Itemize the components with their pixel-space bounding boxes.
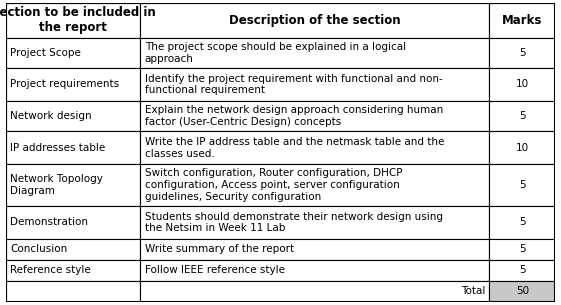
Bar — [140, 131, 489, 164]
Bar — [6, 38, 140, 68]
Text: Write summary of the report: Write summary of the report — [145, 244, 294, 254]
Bar — [489, 239, 555, 260]
Bar — [140, 260, 489, 281]
Bar — [6, 131, 140, 164]
Bar — [140, 3, 489, 38]
Bar — [6, 281, 140, 302]
Bar — [489, 101, 555, 131]
Bar — [140, 206, 489, 239]
Text: 10: 10 — [516, 143, 529, 153]
Text: Total: Total — [461, 286, 485, 296]
Bar — [489, 68, 555, 101]
Text: Conclusion: Conclusion — [10, 244, 67, 254]
Text: Identify the project requirement with functional and non-
functional requirement: Identify the project requirement with fu… — [145, 74, 443, 95]
Text: Demonstration: Demonstration — [10, 217, 88, 228]
Bar — [489, 239, 555, 260]
Text: Project Scope: Project Scope — [10, 48, 81, 58]
Text: 5: 5 — [519, 265, 526, 275]
Bar — [140, 3, 489, 38]
Bar — [489, 131, 555, 164]
Text: The project scope should be explained in a logical
approach: The project scope should be explained in… — [145, 42, 406, 64]
Bar — [140, 68, 489, 101]
Bar — [6, 101, 140, 131]
Text: 5: 5 — [519, 180, 526, 190]
Bar — [489, 206, 555, 239]
Bar — [140, 239, 489, 260]
Bar — [6, 3, 140, 38]
Bar — [140, 38, 489, 68]
Bar — [489, 3, 555, 38]
Bar — [6, 281, 140, 302]
Text: Students should demonstrate their network design using
the Netsim in Week 11 Lab: Students should demonstrate their networ… — [145, 212, 443, 233]
Bar — [6, 38, 140, 68]
Bar — [6, 164, 140, 206]
Bar — [489, 38, 555, 68]
Bar — [489, 164, 555, 206]
Text: Explain the network design approach considering human
factor (User-Centric Desig: Explain the network design approach cons… — [145, 105, 443, 127]
Bar — [6, 260, 140, 281]
Text: 5: 5 — [519, 48, 526, 58]
Bar — [6, 3, 140, 38]
Bar — [140, 131, 489, 164]
Bar — [489, 101, 555, 131]
Bar — [140, 239, 489, 260]
Bar — [6, 68, 140, 101]
Text: 5: 5 — [519, 217, 526, 228]
Bar — [489, 206, 555, 239]
Bar — [489, 131, 555, 164]
Bar — [489, 260, 555, 281]
Bar — [6, 68, 140, 101]
Text: Follow IEEE reference style: Follow IEEE reference style — [145, 265, 284, 275]
Bar — [140, 38, 489, 68]
Bar — [140, 101, 489, 131]
Bar — [140, 101, 489, 131]
Bar — [489, 68, 555, 101]
Text: Reference style: Reference style — [10, 265, 91, 275]
Text: Switch configuration, Router configuration, DHCP
configuration, Access point, se: Switch configuration, Router configurati… — [145, 168, 402, 202]
Bar — [140, 206, 489, 239]
Bar — [6, 131, 140, 164]
Bar — [6, 206, 140, 239]
Bar — [489, 3, 555, 38]
Bar — [489, 281, 555, 302]
Text: Section to be included in
the report: Section to be included in the report — [0, 6, 155, 34]
Bar — [6, 101, 140, 131]
Text: 5: 5 — [519, 111, 526, 121]
Bar — [6, 260, 140, 281]
Bar — [489, 281, 555, 302]
Text: 5: 5 — [519, 244, 526, 254]
Bar — [6, 239, 140, 260]
Bar — [6, 206, 140, 239]
Bar — [140, 164, 489, 206]
Text: 10: 10 — [516, 80, 529, 89]
Bar — [489, 38, 555, 68]
Text: Marks: Marks — [502, 14, 542, 27]
Bar — [6, 164, 140, 206]
Bar — [140, 260, 489, 281]
Bar — [489, 164, 555, 206]
Bar — [140, 281, 489, 302]
Text: Description of the section: Description of the section — [229, 14, 401, 27]
Text: IP addresses table: IP addresses table — [10, 143, 105, 153]
Bar — [140, 281, 489, 302]
Bar — [6, 239, 140, 260]
Bar — [140, 164, 489, 206]
Text: Project requirements: Project requirements — [10, 80, 119, 89]
Bar — [140, 68, 489, 101]
Text: Network design: Network design — [10, 111, 91, 121]
Bar — [489, 260, 555, 281]
Text: 50: 50 — [516, 286, 529, 296]
Text: Write the IP address table and the netmask table and the
classes used.: Write the IP address table and the netma… — [145, 137, 444, 159]
Text: Network Topology
Diagram: Network Topology Diagram — [10, 174, 103, 196]
